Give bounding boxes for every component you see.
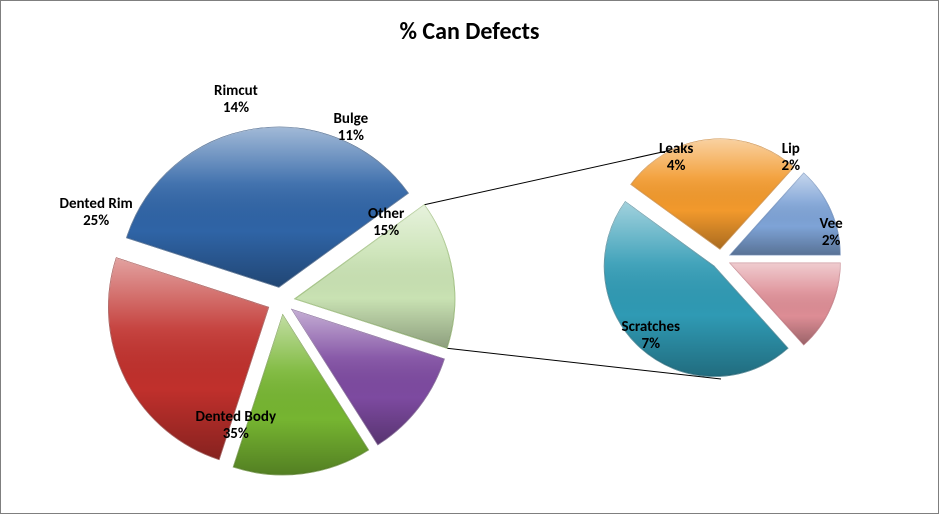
label-lip: Lip2%	[782, 141, 801, 174]
label-dented_rim: Dented Rim25%	[60, 196, 133, 229]
pie-svg	[1, 1, 939, 515]
label-dented_body-pct: 35%	[196, 426, 277, 443]
label-scratches-pct: 7%	[622, 336, 681, 353]
label-vee-name: Vee	[820, 216, 843, 233]
label-dented_body: Dented Body35%	[196, 409, 277, 442]
label-other: Other15%	[368, 206, 404, 239]
label-other-name: Other	[368, 206, 404, 223]
label-rimcut: Rimcut14%	[214, 83, 258, 116]
label-leaks: Leaks4%	[659, 141, 693, 174]
label-lip-name: Lip	[782, 141, 801, 158]
label-dented_rim-name: Dented Rim	[60, 196, 133, 213]
label-dented_rim-pct: 25%	[60, 213, 133, 230]
label-scratches: Scratches7%	[622, 319, 681, 352]
label-lip-pct: 2%	[782, 158, 801, 175]
label-bulge: Bulge11%	[334, 111, 369, 144]
label-bulge-pct: 11%	[334, 128, 369, 145]
label-bulge-name: Bulge	[334, 111, 369, 128]
label-dented_body-name: Dented Body	[196, 409, 277, 426]
chart-frame: % Can Defects Other15%Bulge11%Rimcut14%D…	[0, 0, 939, 514]
label-scratches-name: Scratches	[622, 319, 681, 336]
label-rimcut-name: Rimcut	[214, 83, 258, 100]
label-vee-pct: 2%	[820, 233, 843, 250]
label-leaks-pct: 4%	[659, 158, 693, 175]
label-leaks-name: Leaks	[659, 141, 693, 158]
label-vee: Vee2%	[820, 216, 843, 249]
label-other-pct: 15%	[368, 223, 404, 240]
label-rimcut-pct: 14%	[214, 100, 258, 117]
